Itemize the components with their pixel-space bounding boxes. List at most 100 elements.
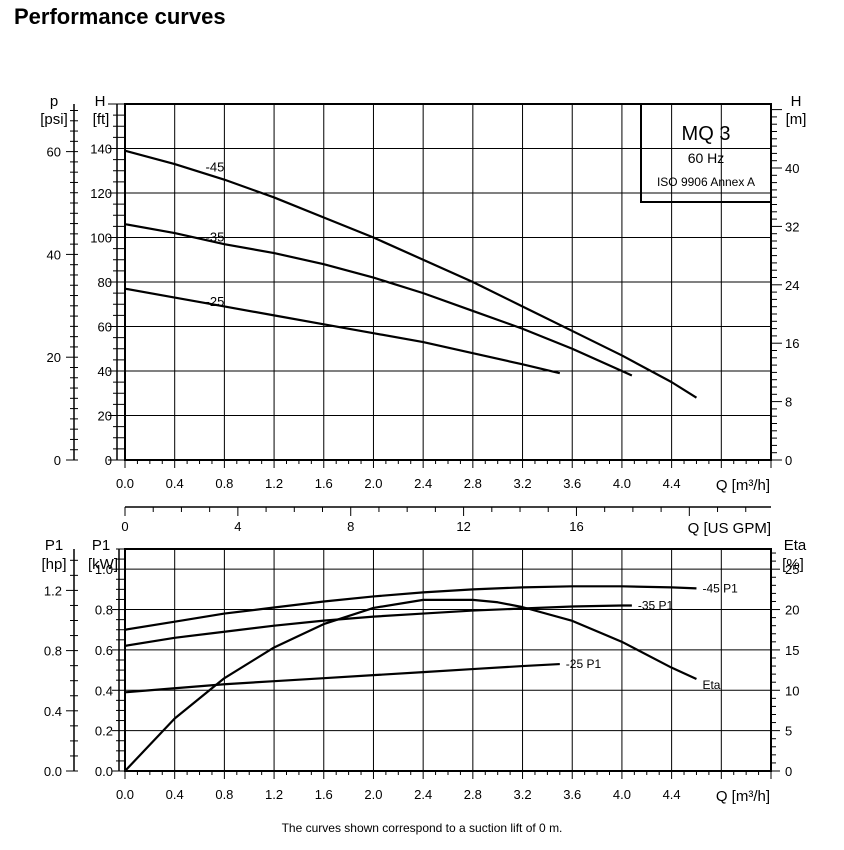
- m-tick-label: 0: [785, 453, 792, 468]
- power-x-tick-label: 1.2: [265, 787, 283, 802]
- gpm-tick-label: 16: [569, 519, 583, 534]
- head-x-tick-label: 1.2: [265, 476, 283, 491]
- head-curve-label: -25: [206, 294, 225, 309]
- kw-tick-label: 0.0: [95, 764, 113, 779]
- kw-tick-label: 0.2: [95, 724, 113, 739]
- power-x-tick-label: 4.4: [663, 787, 681, 802]
- eta-axis-unit: [%]: [782, 556, 804, 573]
- eta-axis-symbol: Eta: [784, 537, 807, 554]
- gpm-tick-label: 4: [234, 519, 241, 534]
- power-curve-25p1: [124, 662, 560, 694]
- model-name: MQ 3: [682, 123, 731, 145]
- head-x-tick-label: 4.0: [613, 476, 631, 491]
- power-curve-35p1: [124, 604, 632, 647]
- power-curve-label: -35 P1: [638, 599, 674, 613]
- hp-axis-symbol: P1: [45, 537, 63, 554]
- m-tick-label: 16: [785, 336, 799, 351]
- m-tick-label: 32: [785, 219, 799, 234]
- ft-tick-label: 60: [98, 320, 112, 335]
- head-curve-n45: [124, 149, 698, 399]
- ft-tick-label: 0: [105, 453, 112, 468]
- head-x-axis-label: Q [m³/h]: [716, 477, 770, 494]
- psi-axis-unit: [psi]: [40, 111, 68, 128]
- ft-tick-label: 80: [98, 275, 112, 290]
- gpm-tick-label: 8: [347, 519, 354, 534]
- psi-tick-label: 0: [54, 453, 61, 468]
- page-title: Performance curves: [14, 4, 226, 29]
- head-curve-label: -45: [206, 159, 225, 174]
- eta-tick-label: 20: [785, 603, 799, 618]
- head-x-tick-label: 2.4: [414, 476, 432, 491]
- head-x-tick-label: 3.6: [563, 476, 581, 491]
- hp-tick-label: 1.2: [44, 583, 62, 598]
- kw-tick-label: 1.0: [95, 562, 113, 577]
- m-axis-unit: [m]: [786, 111, 807, 128]
- gpm-tick-label: 12: [456, 519, 470, 534]
- head-x-tick-label: 2.8: [464, 476, 482, 491]
- gpm-axis-label: Q [US GPM]: [688, 520, 771, 537]
- power-x-tick-label: 3.2: [513, 787, 531, 802]
- kw-tick-label: 0.4: [95, 683, 113, 698]
- ft-tick-label: 20: [98, 409, 112, 424]
- hp-tick-label: 0.0: [44, 764, 62, 779]
- power-curve-label: -45 P1: [702, 581, 738, 595]
- hp-axis-unit: [hp]: [41, 556, 66, 573]
- eta-tick-label: 25: [785, 562, 799, 577]
- footnote: The curves shown correspond to a suction…: [281, 821, 563, 835]
- power-curve-label: -25 P1: [566, 657, 602, 671]
- head-curve-label: -35: [206, 230, 225, 245]
- power-x-tick-label: 1.6: [315, 787, 333, 802]
- kw-tick-label: 0.6: [95, 643, 113, 658]
- kw-axis-symbol: P1: [92, 537, 110, 554]
- power-curve-45p1: [124, 585, 697, 631]
- power-x-axis-label: Q [m³/h]: [716, 788, 770, 805]
- hp-tick-label: 0.8: [44, 644, 62, 659]
- eta-tick-label: 0: [785, 764, 792, 779]
- hp-tick-label: 0.4: [44, 704, 62, 719]
- ft-tick-label: 140: [90, 142, 112, 157]
- m-tick-label: 24: [785, 278, 799, 293]
- gpm-tick-label: 0: [121, 519, 128, 534]
- power-x-tick-label: 2.4: [414, 787, 432, 802]
- eta-tick-label: 15: [785, 643, 799, 658]
- head-x-tick-label: 3.2: [513, 476, 531, 491]
- head-x-tick-label: 0.8: [215, 476, 233, 491]
- power-x-tick-label: 2.8: [464, 787, 482, 802]
- power-curve-eta: [124, 598, 697, 772]
- head-x-tick-label: 0.0: [116, 476, 134, 491]
- model-standard: ISO 9906 Annex A: [657, 175, 755, 189]
- head-x-tick-label: 1.6: [315, 476, 333, 491]
- model-frequency: 60 Hz: [688, 150, 725, 166]
- head-curve-n35: [124, 223, 633, 377]
- power-x-tick-label: 0.4: [166, 787, 184, 802]
- power-x-tick-label: 4.0: [613, 787, 631, 802]
- ft-tick-label: 100: [90, 231, 112, 246]
- kw-axis-unit: [kW]: [88, 556, 118, 573]
- head-x-tick-label: 2.0: [364, 476, 382, 491]
- head-x-tick-label: 0.4: [166, 476, 184, 491]
- model-legend-box: [640, 103, 772, 203]
- m-axis-symbol: H: [791, 93, 802, 110]
- power-x-tick-label: 0.0: [116, 787, 134, 802]
- m-tick-label: 40: [785, 161, 799, 176]
- power-plot-frame: [124, 548, 772, 772]
- psi-axis-symbol: p: [50, 93, 58, 110]
- psi-tick-label: 40: [47, 247, 61, 262]
- ft-tick-label: 120: [90, 186, 112, 201]
- power-x-tick-label: 0.8: [215, 787, 233, 802]
- head-x-tick-label: 4.4: [663, 476, 681, 491]
- kw-tick-label: 0.8: [95, 603, 113, 618]
- eta-tick-label: 10: [785, 683, 799, 698]
- psi-tick-label: 60: [47, 145, 61, 160]
- ft-tick-label: 40: [98, 364, 112, 379]
- ft-axis-unit: [ft]: [93, 111, 110, 128]
- psi-tick-label: 20: [47, 350, 61, 365]
- power-x-tick-label: 3.6: [563, 787, 581, 802]
- head-curve-n25: [124, 287, 561, 375]
- m-tick-label: 8: [785, 395, 792, 410]
- power-curve-label: Eta: [702, 678, 720, 692]
- eta-tick-label: 5: [785, 724, 792, 739]
- ft-axis-symbol: H: [95, 93, 106, 110]
- power-x-tick-label: 2.0: [364, 787, 382, 802]
